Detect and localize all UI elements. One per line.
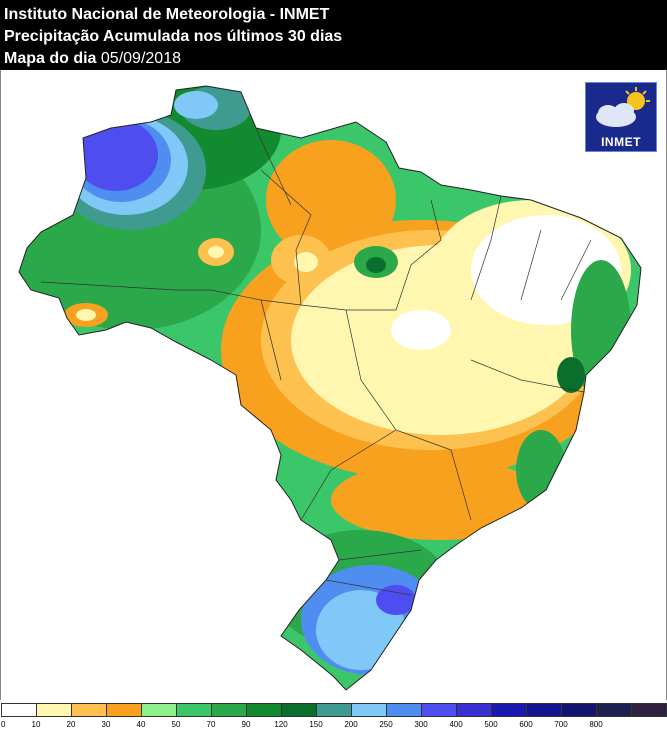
map-date-prefix: Mapa do dia — [4, 50, 97, 67]
legend-swatch — [36, 703, 72, 717]
legend-tick-label: 400 — [449, 720, 463, 729]
map-header: Instituto Nacional de Meteorologia - INM… — [0, 0, 667, 70]
legend-swatch — [526, 703, 562, 717]
legend-tick-label: 300 — [414, 720, 428, 729]
legend-tick-label: 800 — [589, 720, 603, 729]
precipitation-map — [18, 85, 642, 691]
legend-swatch — [421, 703, 457, 717]
legend-swatch — [596, 703, 632, 717]
legend-tick-label: 700 — [554, 720, 568, 729]
legend-tick-label: 20 — [66, 720, 76, 729]
legend-swatch — [211, 703, 247, 717]
logo-text: INMET — [601, 135, 641, 149]
legend-tick-label: 10 — [31, 720, 41, 729]
legend-swatch — [71, 703, 107, 717]
legend-swatch — [281, 703, 317, 717]
legend-swatch — [351, 703, 387, 717]
inmet-logo: INMET — [585, 82, 657, 152]
legend-tick-label: 600 — [519, 720, 533, 729]
sun-cloud-icon — [596, 87, 650, 127]
institute-title: Instituto Nacional de Meteorologia - INM… — [4, 6, 330, 23]
map-date-line: Mapa do dia 05/09/2018 — [4, 49, 181, 69]
precipitation-fill — [19, 86, 641, 690]
legend-tick-label: 40 — [136, 720, 146, 729]
legend-tick-label: 90 — [241, 720, 251, 729]
legend-tick-label: 70 — [206, 720, 216, 729]
legend-tick-label: 500 — [484, 720, 498, 729]
map-date: 05/09/2018 — [100, 50, 181, 67]
legend-tick-label: 120 — [274, 720, 288, 729]
precipitation-legend: 0 10 20 30 40 50 70 90 120 150 200 250 300 400 500 600 7… — [0, 703, 667, 730]
legend-tick-label: 150 — [309, 720, 323, 729]
legend-swatch — [456, 703, 492, 717]
legend-tick-label: 50 — [171, 720, 181, 729]
map-area — [0, 70, 667, 700]
legend-tick-label: 200 — [344, 720, 358, 729]
legend-tick-label: 0 — [1, 720, 6, 729]
legend-swatch — [316, 703, 352, 717]
legend-swatch — [176, 703, 212, 717]
legend-swatch — [386, 703, 422, 717]
legend-swatch — [141, 703, 177, 717]
legend-swatch — [106, 703, 142, 717]
legend-tick-label: 30 — [101, 720, 111, 729]
country-border — [18, 85, 642, 691]
legend-swatch — [246, 703, 282, 717]
legend-swatch — [491, 703, 527, 717]
state-borders — [40, 91, 592, 596]
legend-swatch — [1, 703, 37, 717]
map-title: Precipitação Acumulada nos últimos 30 di… — [4, 28, 343, 45]
legend-swatch — [631, 703, 667, 717]
legend-swatch — [561, 703, 597, 717]
legend-tick-label: 250 — [379, 720, 393, 729]
